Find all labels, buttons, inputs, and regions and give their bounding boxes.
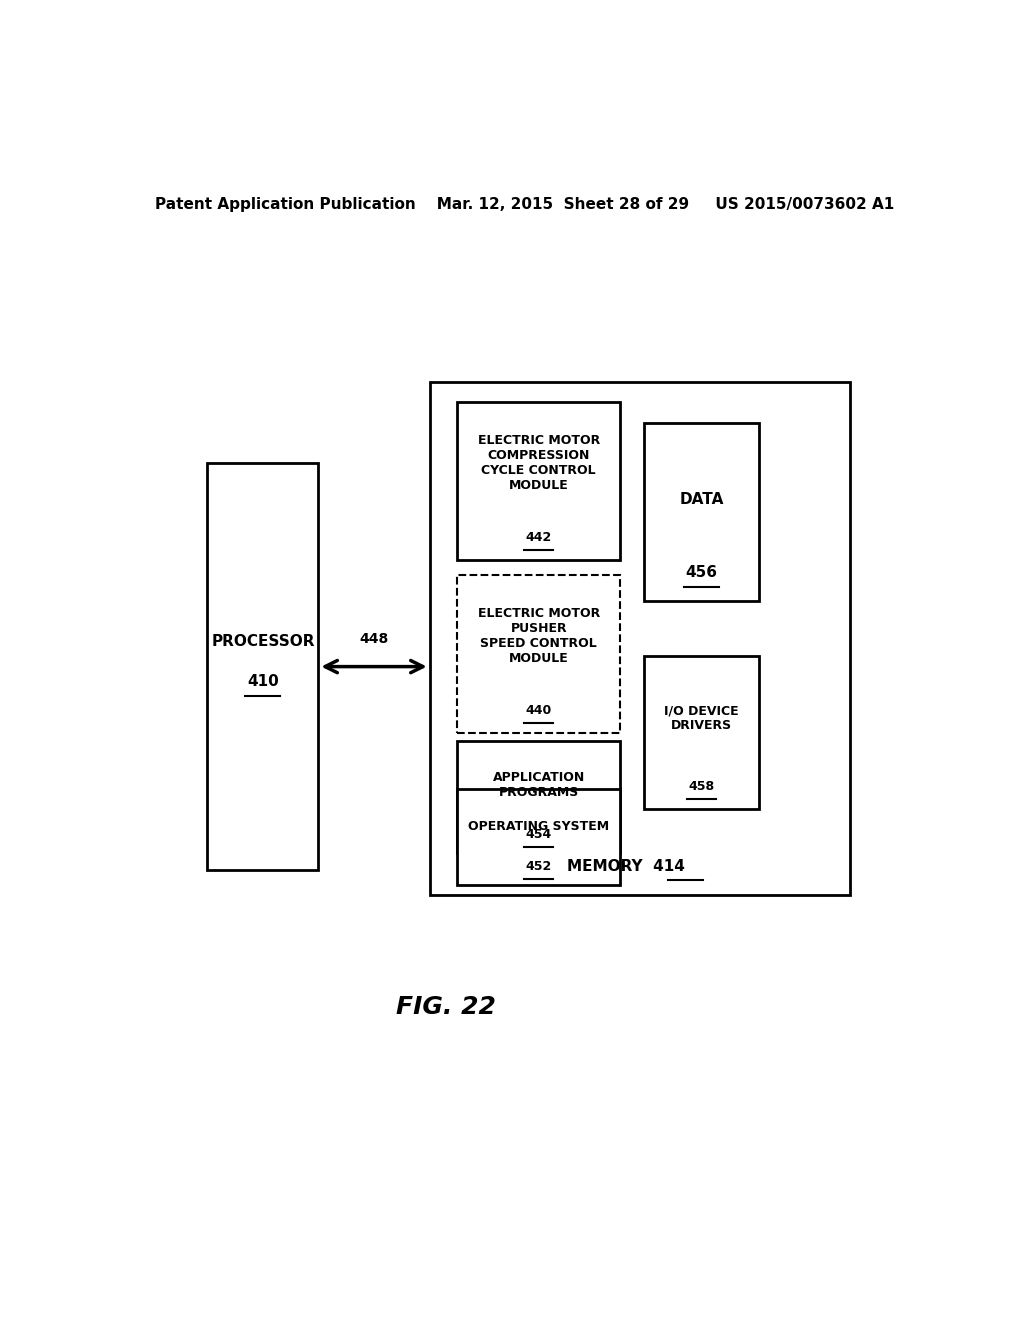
Text: FIG. 22: FIG. 22 (395, 995, 496, 1019)
Bar (644, 656, 759, 809)
Text: 440: 440 (525, 704, 552, 717)
Text: 456: 456 (685, 565, 718, 579)
Text: 452: 452 (525, 861, 552, 874)
Bar (458, 741, 621, 853)
Text: ELECTRIC MOTOR
PUSHER
SPEED CONTROL
MODULE: ELECTRIC MOTOR PUSHER SPEED CONTROL MODU… (477, 607, 600, 664)
Text: 448: 448 (359, 632, 389, 647)
Text: 458: 458 (688, 780, 715, 793)
Bar (207, 463, 318, 870)
Text: Patent Application Publication    Mar. 12, 2015  Sheet 28 of 29     US 2015/0073: Patent Application Publication Mar. 12, … (156, 197, 894, 211)
Bar (458, 403, 621, 560)
Text: PROCESSOR: PROCESSOR (211, 634, 314, 648)
Text: APPLICATION
PROGRAMS: APPLICATION PROGRAMS (493, 771, 585, 799)
Text: MEMORY  414: MEMORY 414 (566, 859, 684, 874)
Text: ELECTRIC MOTOR
COMPRESSION
CYCLE CONTROL
MODULE: ELECTRIC MOTOR COMPRESSION CYCLE CONTROL… (477, 434, 600, 492)
Text: 454: 454 (525, 828, 552, 841)
Bar (430, 381, 850, 895)
Bar (644, 422, 759, 601)
Text: I/O DEVICE
DRIVERS: I/O DEVICE DRIVERS (664, 705, 738, 733)
Text: DATA: DATA (679, 492, 724, 507)
Text: OPERATING SYSTEM: OPERATING SYSTEM (468, 820, 609, 833)
Bar (458, 576, 621, 733)
Text: 410: 410 (247, 675, 279, 689)
Bar (458, 788, 621, 886)
Text: 442: 442 (525, 531, 552, 544)
